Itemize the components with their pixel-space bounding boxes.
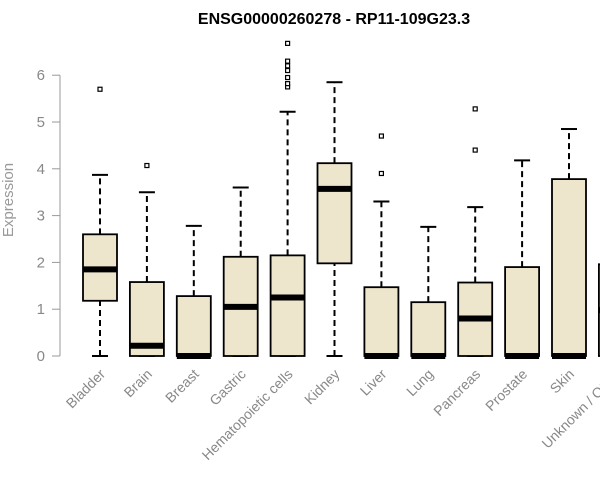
y-tick-label: 3 [37,208,45,225]
box-body [551,178,587,357]
box-lung [410,225,447,359]
box-pancreas [457,106,494,357]
box-prostate [504,159,541,359]
outlier-point [378,170,384,177]
x-tick-label: Breast [162,366,202,406]
x-tick-label: Kidney [301,366,343,408]
y-tick-label: 0 [37,348,45,365]
outlier-point [285,81,291,87]
boxes [82,40,600,359]
x-tick-label: Liver [357,366,390,399]
box-skin [551,128,587,359]
outlier-point [285,58,291,64]
x-tick-label: Prostate [482,366,530,414]
box-body [410,301,447,357]
x-tick-label: Skin [547,366,578,397]
box-unknown-other [598,263,600,357]
box-body [316,162,353,265]
y-tick-label: 1 [37,301,45,318]
box-breast [175,224,212,359]
x-tick-label: Lung [403,366,436,399]
outlier-point [144,162,150,169]
box-hematopoietic-cells [269,40,306,357]
outlier-point [472,106,478,112]
outlier-point [472,147,478,153]
box-body [363,286,400,357]
y-axis: 0 1 2 3 4 5 6 [37,67,61,365]
box-gastric [222,186,259,357]
y-tick-label: 4 [37,161,45,178]
chart-title: ENSG00000260278 - RP11-109G23.3 [198,11,470,28]
outlier-point [285,74,291,81]
x-tick-label: Hematopoietic cells [199,366,296,463]
y-tick-label: 5 [37,114,45,131]
box-bladder [82,86,118,357]
box-brain [128,162,165,357]
x-tick-label: Brain [121,366,155,400]
box-kidney [316,81,353,357]
outlier-point [378,133,384,139]
box-body [269,254,306,357]
outlier-point [285,67,291,74]
y-tick-label: 6 [37,67,45,84]
box-body [175,295,212,357]
y-axis-label: Expression [0,163,17,237]
box-liver [363,133,400,359]
x-tick-label: Gastric [206,366,249,409]
x-tick-label: Bladder [63,366,109,412]
outlier-point [285,63,291,69]
outlier-point [97,86,103,92]
x-tick-label: Pancreas [430,366,483,419]
box-body [504,266,541,357]
outlier-point [285,40,291,46]
y-tick-label: 2 [37,254,45,271]
